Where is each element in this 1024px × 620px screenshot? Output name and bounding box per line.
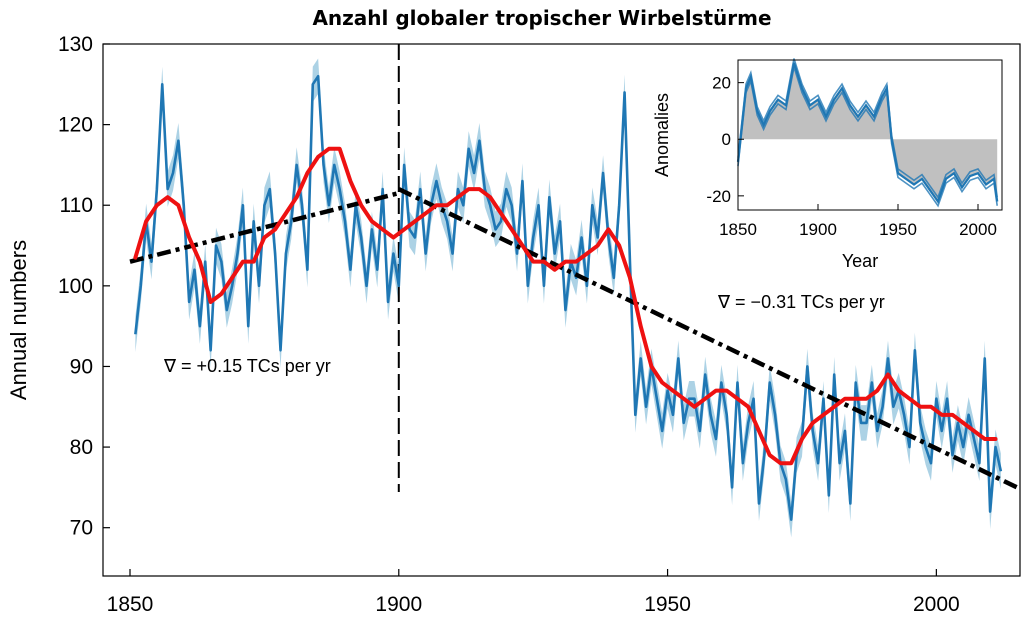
x-tick-label: 1850 <box>107 593 154 616</box>
y-tick-label: 70 <box>70 517 93 540</box>
inset-y-tick-label: 0 <box>722 130 731 149</box>
x-tick-label: 1950 <box>644 593 691 616</box>
trend-label-early: ∇ = +0.15 TCs per yr <box>163 356 331 376</box>
main-plot-area: 70 80 90 100 110 120 130 1850 1900 1950 2000 <box>58 33 1018 616</box>
inset-anomaly-line <box>737 66 998 208</box>
inset-chart: -20 0 20 1850 1900 1950 2000 Anomalies Year <box>652 54 1012 280</box>
uncertainty-band <box>135 58 1001 538</box>
y-tick-label: 90 <box>70 355 93 378</box>
trend-label-late: ∇ = −0.31 TCs per yr <box>717 292 885 312</box>
inset-x-axis-label: Year <box>842 251 878 271</box>
y-tick-label: 110 <box>60 194 93 217</box>
x-tick-label: 1900 <box>375 593 422 616</box>
inset-y-tick-label: 20 <box>712 74 731 93</box>
inset-anomaly-line <box>736 62 999 204</box>
y-axis-label: Annual numbers <box>6 240 31 400</box>
inset-x-tick-label: 1900 <box>799 220 837 239</box>
y-tick-label: 80 <box>70 436 93 459</box>
y-tick-label: 100 <box>58 275 93 298</box>
main-plot-frame <box>102 43 1021 577</box>
annual-series-line <box>134 74 1003 521</box>
y-tick-label: 120 <box>58 114 93 137</box>
inset-x-tick-label: 1850 <box>719 220 757 239</box>
inset-x-tick-label: 1950 <box>879 220 917 239</box>
trend-line-1 <box>129 190 400 264</box>
inset-plot-frame <box>737 59 1003 211</box>
inset-y-tick-label: -20 <box>706 187 731 206</box>
y-tick-label: 130 <box>58 33 93 56</box>
inset-x-tick-label: 2000 <box>959 220 997 239</box>
inset-plot-area: -20 0 20 1850 1900 1950 2000 <box>706 58 999 239</box>
trend-line-2 <box>397 187 1018 490</box>
inset-anomaly-line <box>737 58 998 199</box>
inset-anomaly-fill <box>738 62 998 202</box>
x-tick-label: 2000 <box>913 593 960 616</box>
smoothed-series-line <box>133 146 998 466</box>
inset-y-axis-label: Anomalies <box>652 93 672 177</box>
chart-title: Anzahl globaler tropischer Wirbelstürme <box>312 6 772 30</box>
